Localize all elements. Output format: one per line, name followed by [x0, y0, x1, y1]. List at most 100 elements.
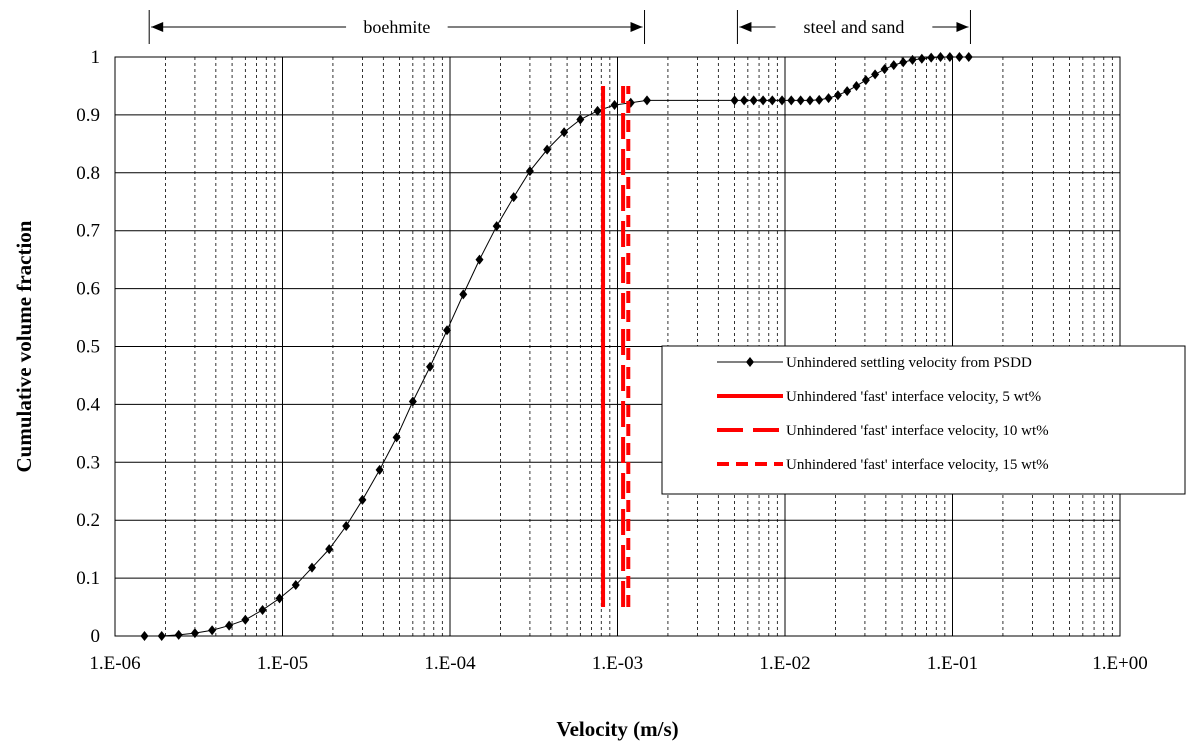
- y-axis-title: Cumulative volume fraction: [12, 220, 36, 472]
- annotation-arrowhead-left: [151, 22, 164, 32]
- data-point: [945, 52, 954, 62]
- data-point: [576, 114, 585, 125]
- legend-label: Unhindered 'fast' interface velocity, 5 …: [786, 389, 1041, 405]
- data-point: [768, 95, 777, 106]
- y-tick-label: 0.7: [76, 221, 100, 242]
- y-tick-label: 0.8: [76, 163, 100, 184]
- data-point: [964, 52, 973, 62]
- x-tick-label: 1.E-02: [759, 653, 810, 674]
- legend-label: Unhindered 'fast' interface velocity, 10…: [786, 423, 1049, 439]
- legend-item: Unhindered settling velocity from PSDD: [717, 355, 1032, 371]
- data-point: [759, 95, 768, 106]
- annotation-arrowhead-right: [956, 22, 969, 32]
- data-point: [258, 604, 267, 615]
- data-point: [871, 69, 880, 80]
- data-point: [174, 629, 183, 640]
- y-tick-label: 0.9: [76, 105, 100, 126]
- data-point: [740, 95, 749, 106]
- data-point: [190, 628, 199, 639]
- data-point: [325, 544, 334, 555]
- legend-label: Unhindered 'fast' interface velocity, 15…: [786, 457, 1049, 473]
- data-point: [408, 396, 417, 407]
- data-point: [358, 494, 367, 505]
- data-point: [375, 464, 384, 475]
- annotation-label: steel and sand: [803, 17, 904, 37]
- x-tick-label: 1.E-03: [592, 653, 643, 674]
- data-point: [861, 75, 870, 86]
- data-point: [560, 127, 569, 138]
- y-tick-label: 0: [91, 626, 101, 647]
- data-point: [208, 625, 217, 636]
- y-tick-label: 0.4: [76, 394, 100, 415]
- legend-item: Unhindered 'fast' interface velocity, 5 …: [717, 389, 1041, 405]
- range-annotation: boehmite: [148, 10, 646, 44]
- data-point: [787, 95, 796, 106]
- data-point: [889, 60, 898, 71]
- annotation-arrowhead-right: [630, 22, 643, 32]
- data-point: [459, 289, 468, 300]
- data-point: [241, 614, 250, 625]
- x-tick-label: 1.E-04: [424, 653, 476, 674]
- data-point: [291, 580, 300, 591]
- data-point: [927, 52, 936, 63]
- data-point: [157, 631, 166, 641]
- series-0: [140, 52, 973, 641]
- annotation-arrowhead-left: [739, 22, 752, 32]
- legend-items: Unhindered settling velocity from PSDD Un…: [717, 355, 1049, 473]
- x-tick-label: 1.E-01: [927, 653, 978, 674]
- x-axis-title: Velocity (m/s): [556, 717, 678, 741]
- series-layer: [140, 52, 973, 641]
- data-point: [778, 95, 787, 106]
- data-point: [852, 80, 861, 91]
- data-point: [642, 95, 651, 106]
- data-point: [140, 631, 149, 641]
- data-point: [730, 95, 739, 106]
- data-point: [955, 52, 964, 62]
- data-point: [275, 593, 284, 604]
- range-annotations: boehmite steel and sand: [148, 10, 971, 44]
- data-point: [824, 93, 833, 104]
- data-point: [805, 95, 814, 106]
- data-point: [509, 192, 518, 203]
- legend-item: Unhindered 'fast' interface velocity, 15…: [717, 457, 1049, 473]
- data-point: [225, 620, 234, 631]
- y-tick-labels: 0 0.1 0.2 0.3 0.4 0.5 0.6 0.7 0.8 0.9 1: [76, 47, 100, 647]
- data-point: [749, 95, 758, 106]
- data-point: [392, 432, 401, 443]
- data-point: [426, 361, 435, 372]
- range-annotation: steel and sand: [736, 10, 971, 44]
- data-point: [342, 520, 351, 531]
- y-tick-label: 0.2: [76, 510, 100, 531]
- data-point: [908, 54, 917, 65]
- legend-box: [661, 345, 1186, 495]
- data-point: [833, 90, 842, 101]
- y-tick-label: 0.6: [76, 279, 100, 300]
- data-point: [843, 86, 852, 97]
- data-point: [443, 325, 452, 336]
- legend-swatch-marker: [746, 357, 754, 367]
- data-point: [543, 144, 552, 155]
- x-tick-label: 1.E-05: [257, 653, 308, 674]
- data-point: [610, 100, 619, 111]
- x-tick-label: 1.E+00: [1092, 653, 1148, 674]
- data-point: [936, 52, 945, 62]
- annotation-label: boehmite: [363, 17, 430, 37]
- y-tick-label: 0.1: [76, 568, 100, 589]
- data-point: [492, 221, 501, 232]
- legend-item: Unhindered 'fast' interface velocity, 10…: [717, 423, 1049, 439]
- data-point: [917, 53, 926, 64]
- data-point: [593, 105, 602, 116]
- legend: Unhindered settling velocity from PSDD Un…: [661, 345, 1186, 495]
- data-point: [880, 64, 889, 75]
- data-point: [815, 94, 824, 105]
- y-tick-label: 0.3: [76, 452, 100, 473]
- data-point: [475, 254, 484, 265]
- y-tick-label: 0.5: [76, 337, 100, 358]
- data-point: [796, 95, 805, 106]
- y-tick-label: 1: [91, 47, 101, 68]
- data-point: [307, 562, 316, 573]
- legend-label: Unhindered settling velocity from PSDD: [786, 355, 1032, 371]
- x-tick-labels: 1.E-06 1.E-05 1.E-04 1.E-03 1.E-02 1.E-01 1.E+…: [89, 653, 1147, 674]
- x-tick-label: 1.E-06: [89, 653, 140, 674]
